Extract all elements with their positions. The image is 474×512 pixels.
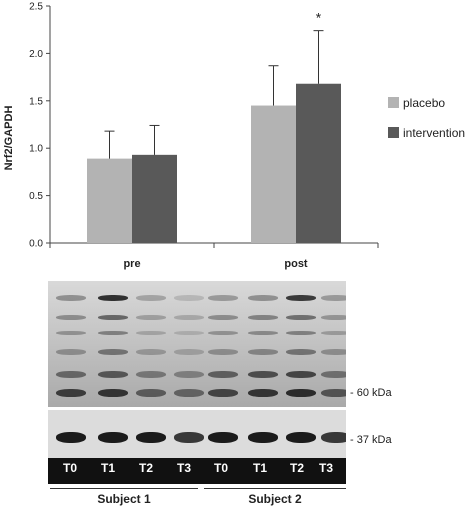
blot-band [208, 295, 238, 301]
blot-band [248, 349, 278, 355]
blot-band [321, 349, 346, 355]
bar [87, 158, 132, 243]
legend-label: intervention [403, 126, 465, 140]
blot-band [56, 295, 86, 301]
bar-chart: 0.0 0.5 1.0 1.5 2.0 2.5 pre post * placebo inte… [3, 2, 465, 271]
y-tick-label: 2.0 [29, 49, 43, 60]
blot-band [248, 371, 278, 378]
blot-band [174, 389, 204, 397]
blot-band [208, 331, 238, 335]
blot-band [208, 349, 238, 355]
legend-label: placebo [403, 96, 445, 110]
blot-band [174, 331, 204, 335]
blot-band [286, 389, 316, 397]
lane-label: T1 [100, 461, 115, 475]
subject-1-label: Subject 1 [97, 492, 151, 506]
blot-band [98, 315, 128, 320]
lane-label: T0 [213, 461, 228, 475]
blot-band [321, 295, 346, 301]
blot-band [136, 315, 166, 320]
blot-band [98, 371, 128, 378]
blot-band [98, 349, 128, 355]
blot-band [321, 315, 346, 320]
blot-band [286, 432, 316, 443]
blot-band [208, 389, 238, 397]
y-tick-label: 1.5 [29, 96, 43, 107]
blot-band [321, 389, 346, 397]
blot-band [286, 331, 316, 335]
blot-band [98, 389, 128, 397]
blot-band [98, 432, 128, 443]
blot-band [136, 389, 166, 397]
blot-band [248, 432, 278, 443]
blot-band [136, 295, 166, 301]
blot-band [208, 371, 238, 378]
lane-label: T1 [252, 461, 267, 475]
lane-label: T3 [318, 461, 333, 475]
blot-band [286, 295, 316, 301]
y-axis: 0.0 0.5 1.0 1.5 2.0 2.5 [29, 2, 51, 250]
significance-marker: * [316, 10, 322, 26]
x-axis: pre post [49, 242, 379, 270]
blot-band [136, 349, 166, 355]
blot-band [174, 295, 204, 301]
y-tick-label: 2.5 [29, 2, 43, 13]
blot-band [174, 315, 204, 320]
blot-band [56, 371, 86, 378]
blot-band [248, 331, 278, 335]
blot-band [286, 349, 316, 355]
blot-band [136, 371, 166, 378]
blot-band [56, 389, 86, 397]
subject-2-label: Subject 2 [248, 492, 302, 506]
blot-band [286, 315, 316, 320]
blot-band [321, 331, 346, 335]
bars-group [87, 83, 341, 244]
subject-1-bracket [50, 488, 198, 489]
bar [296, 83, 341, 244]
blot-band [56, 432, 86, 443]
y-axis-title: Nrf2/GAPDH [3, 106, 15, 171]
blot-band [174, 349, 204, 355]
legend-swatch [388, 97, 399, 108]
blot-band [174, 371, 204, 378]
blot-band [286, 371, 316, 378]
western-blot-upper [48, 281, 346, 407]
lane-label: T2 [289, 461, 304, 475]
blot-band [56, 331, 86, 335]
marker-60kda: - 60 kDa [350, 387, 392, 399]
blot-band [321, 371, 346, 378]
x-category-label: pre [123, 258, 140, 270]
lane-label-strip [48, 458, 346, 484]
legend-swatch [388, 127, 399, 138]
bar [132, 154, 177, 243]
lane-label: T3 [176, 461, 191, 475]
marker-37kda: - 37 kDa [350, 434, 392, 446]
blot-band [136, 432, 166, 443]
blot-band [248, 295, 278, 301]
blot-band [174, 432, 204, 443]
blot-band [248, 389, 278, 397]
western-blot-lower [48, 410, 346, 458]
blot-band [208, 432, 238, 443]
y-tick-label: 0.0 [29, 239, 43, 250]
lane-label: T2 [138, 461, 153, 475]
blot-band [136, 331, 166, 335]
y-tick-label: 1.0 [29, 144, 43, 155]
blot-band [248, 315, 278, 320]
x-category-label: post [284, 258, 308, 270]
legend: placebo intervention [388, 96, 465, 140]
blot-band [321, 432, 346, 443]
blot-band [208, 315, 238, 320]
blot-band [56, 315, 86, 320]
y-tick-label: 0.5 [29, 191, 43, 202]
blot-band [98, 331, 128, 335]
error-bars-group: * [104, 10, 324, 159]
lane-label: T0 [62, 461, 77, 475]
blot-band [98, 295, 128, 301]
bar [251, 105, 296, 243]
blot-band [56, 349, 86, 355]
subject-2-bracket [204, 488, 346, 489]
